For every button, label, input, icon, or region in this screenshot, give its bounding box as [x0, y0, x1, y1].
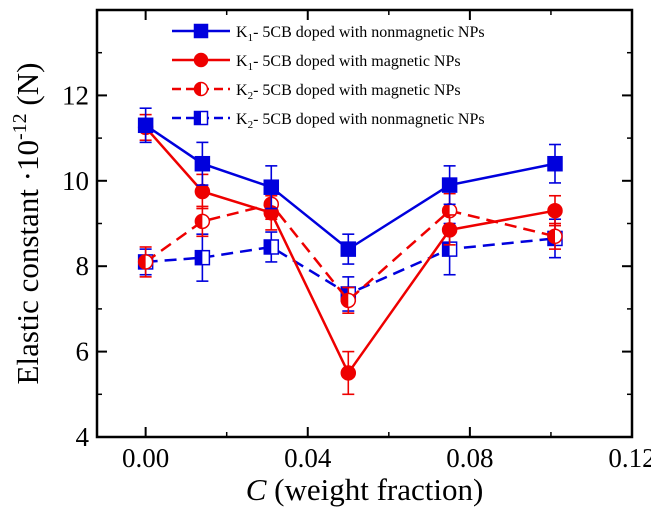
y-axis-title-unit: (N) — [10, 63, 45, 114]
data-point — [263, 239, 280, 255]
x-tick-label: 0.08 — [446, 443, 493, 473]
legend-label-symbol: K — [236, 53, 248, 70]
data-point — [441, 222, 458, 238]
legend-label-subscript: 1 — [248, 32, 254, 44]
data-point — [194, 155, 211, 172]
legend-entry-1: K1- 5CB doped with nonmagnetic NPs — [172, 23, 485, 44]
marker-fill — [547, 229, 555, 244]
data-point — [263, 179, 280, 195]
data-point — [137, 254, 154, 270]
marker-fill — [194, 82, 201, 96]
series-line — [144, 124, 556, 251]
data-point — [441, 177, 458, 193]
legend-swatch-marker — [193, 81, 209, 97]
marker-fill — [194, 111, 201, 125]
data-point — [547, 202, 563, 219]
series-2 — [137, 113, 563, 396]
legend-label-symbol: K — [236, 24, 248, 41]
x-tick-label: 0.00 — [122, 443, 169, 473]
series-line — [145, 237, 556, 296]
legend-label-subscript: 2 — [248, 119, 254, 131]
marker-fill — [195, 250, 203, 265]
data-point — [340, 365, 357, 381]
marker-fill — [341, 293, 349, 308]
legend-label: K2- 5CB doped with magnetic NPs — [236, 82, 461, 102]
legend-label: K1- 5CB doped with magnetic NPs — [236, 53, 461, 73]
data-point — [137, 117, 154, 134]
data-point — [547, 155, 563, 172]
y-tick-label: 4 — [76, 422, 90, 452]
legend-entry-3: K2- 5CB doped with magnetic NPs — [172, 81, 461, 102]
y-tick-label: 10 — [62, 166, 89, 196]
legend-label-rest: - 5CB doped with magnetic NPs — [253, 82, 461, 99]
data-point — [340, 241, 357, 257]
marker-fill — [138, 254, 146, 269]
legend-label-symbol: K — [236, 111, 248, 128]
y-axis-title: Elastic constant ·10-12 (N) — [9, 63, 45, 385]
legend-label-subscript: 1 — [248, 61, 254, 73]
legend-label-rest: - 5CB doped with nonmagnetic NPs — [253, 24, 485, 41]
legend-label-rest: - 5CB doped with magnetic NPs — [253, 53, 461, 70]
x-axis: 0.00 0.04 0.08 0.12 — [122, 10, 651, 473]
series-line — [144, 202, 556, 303]
series-layer — [137, 107, 563, 396]
y-tick-label: 8 — [76, 251, 90, 281]
series-line — [144, 126, 556, 376]
marker-fill — [264, 239, 272, 254]
data-point — [194, 213, 211, 230]
legend-label-subscript: 2 — [248, 90, 254, 102]
data-point — [194, 183, 211, 200]
legend-label: K2- 5CB doped with nonmagnetic NPs — [236, 111, 485, 131]
legend-label-rest: - 5CB doped with nonmagnetic NPs — [253, 111, 485, 128]
x-tick-label: 0.04 — [284, 443, 332, 473]
marker-fill — [195, 214, 203, 229]
x-axis-title: C (weight fraction) — [246, 472, 484, 507]
legend-swatch-marker — [193, 110, 209, 126]
y-axis-title-exponent: -12 — [9, 113, 31, 140]
legend-swatch-marker — [193, 52, 209, 68]
x-axis-title-rest: (weight fraction) — [266, 472, 483, 507]
marker-fill — [442, 242, 450, 257]
x-axis-title-italic: C — [246, 472, 267, 507]
data-point — [194, 249, 211, 266]
legend-label-symbol: K — [236, 82, 248, 99]
legend-entry-4: K2- 5CB doped with nonmagnetic NPs — [172, 110, 485, 131]
data-point — [547, 228, 563, 245]
data-point — [340, 292, 357, 309]
y-axis-title-main: Elastic constant ·10 — [10, 140, 45, 385]
legend-entry-2: K1- 5CB doped with magnetic NPs — [172, 52, 461, 73]
series-1 — [137, 107, 563, 265]
y-tick-label: 12 — [62, 80, 89, 110]
legend-swatch-marker — [193, 23, 209, 39]
y-tick-label: 6 — [76, 337, 90, 367]
legend-label: K1- 5CB doped with nonmagnetic NPs — [236, 24, 485, 44]
x-tick-label: 0.12 — [608, 443, 651, 473]
